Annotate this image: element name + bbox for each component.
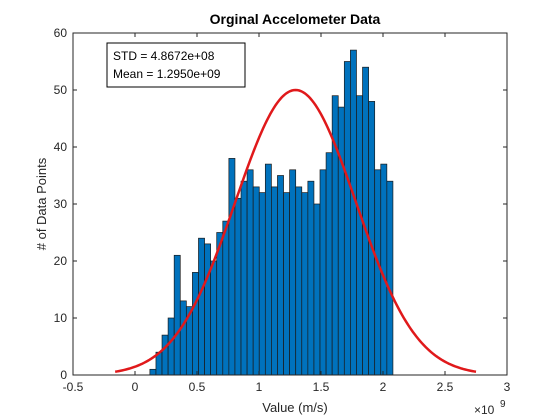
histogram-bar	[271, 186, 278, 376]
histogram-bar	[295, 186, 303, 376]
histogram-bar	[240, 180, 248, 376]
x-exponent: ×10 9	[474, 399, 506, 417]
x-axis-label: Value (m/s)	[262, 400, 328, 415]
y-tick-label: 50	[54, 83, 68, 97]
histogram-bar	[258, 192, 266, 376]
histogram-bar	[173, 254, 181, 376]
x-tick-label: 2.5	[437, 380, 454, 394]
y-axis-ticks: 0 10 20 30 40 50 60	[54, 26, 507, 382]
x-exponent-base: ×10	[474, 403, 495, 417]
histogram-bar	[337, 106, 345, 376]
histogram-bar	[149, 368, 157, 376]
x-tick-label: -0.5	[63, 380, 84, 394]
chart-title: Orginal Accelometer Data	[210, 11, 381, 27]
y-tick-label: 10	[54, 311, 68, 325]
normal-fit-curve	[114, 88, 477, 373]
histogram-bar	[283, 192, 290, 376]
y-tick-label: 20	[54, 254, 68, 268]
y-tick-label: 0	[60, 368, 67, 382]
histogram-bar	[210, 260, 218, 376]
y-axis-label: # of Data Points	[34, 157, 49, 250]
histogram-bar	[228, 158, 236, 376]
x-tick-label: 1.5	[313, 380, 330, 394]
histogram-bar	[167, 317, 175, 376]
annotation-std: STD = 4.8672e+08	[113, 49, 215, 63]
histogram-bar	[374, 169, 382, 376]
histogram-bar	[192, 272, 199, 376]
histogram-bar	[343, 61, 351, 376]
x-tick-label: 0.5	[189, 380, 206, 394]
histogram-bar	[161, 334, 169, 376]
y-tick-label: 30	[54, 197, 68, 211]
stats-annotation-box: STD = 4.8672e+08 Mean = 1.2950e+09	[106, 42, 246, 88]
histogram-bar	[179, 300, 187, 376]
histogram-bar	[198, 237, 205, 376]
y-tick-label: 60	[54, 26, 68, 40]
histogram-bar	[234, 197, 242, 376]
x-tick-label: 1	[256, 380, 263, 394]
histogram-bar	[313, 203, 321, 376]
histogram-bar	[252, 186, 260, 376]
histogram-bar	[356, 95, 363, 376]
histogram-bar	[319, 169, 327, 376]
y-tick-label: 40	[54, 140, 68, 154]
histogram-bar	[325, 152, 333, 376]
histogram-bar	[386, 180, 394, 376]
histogram-bar	[289, 169, 297, 376]
histogram-bar	[350, 49, 357, 376]
histogram-bar	[222, 220, 230, 376]
histogram-bar	[301, 192, 309, 376]
x-axis-ticks: -0.5 0 0.5 1 1.5 2 2.5 3	[63, 33, 511, 394]
annotation-border	[106, 42, 246, 88]
histogram-bars	[149, 49, 394, 376]
x-exponent-power: 9	[500, 399, 506, 410]
annotation-mean: Mean = 1.2950e+09	[113, 67, 221, 81]
histogram-bar	[264, 163, 272, 376]
histogram-bar	[246, 169, 254, 376]
histogram-bar	[204, 243, 211, 376]
x-tick-label: 3	[504, 380, 511, 394]
x-tick-label: 0	[132, 380, 139, 394]
histogram-bar	[277, 175, 284, 376]
x-tick-label: 2	[380, 380, 387, 394]
histogram-bar	[307, 180, 315, 376]
